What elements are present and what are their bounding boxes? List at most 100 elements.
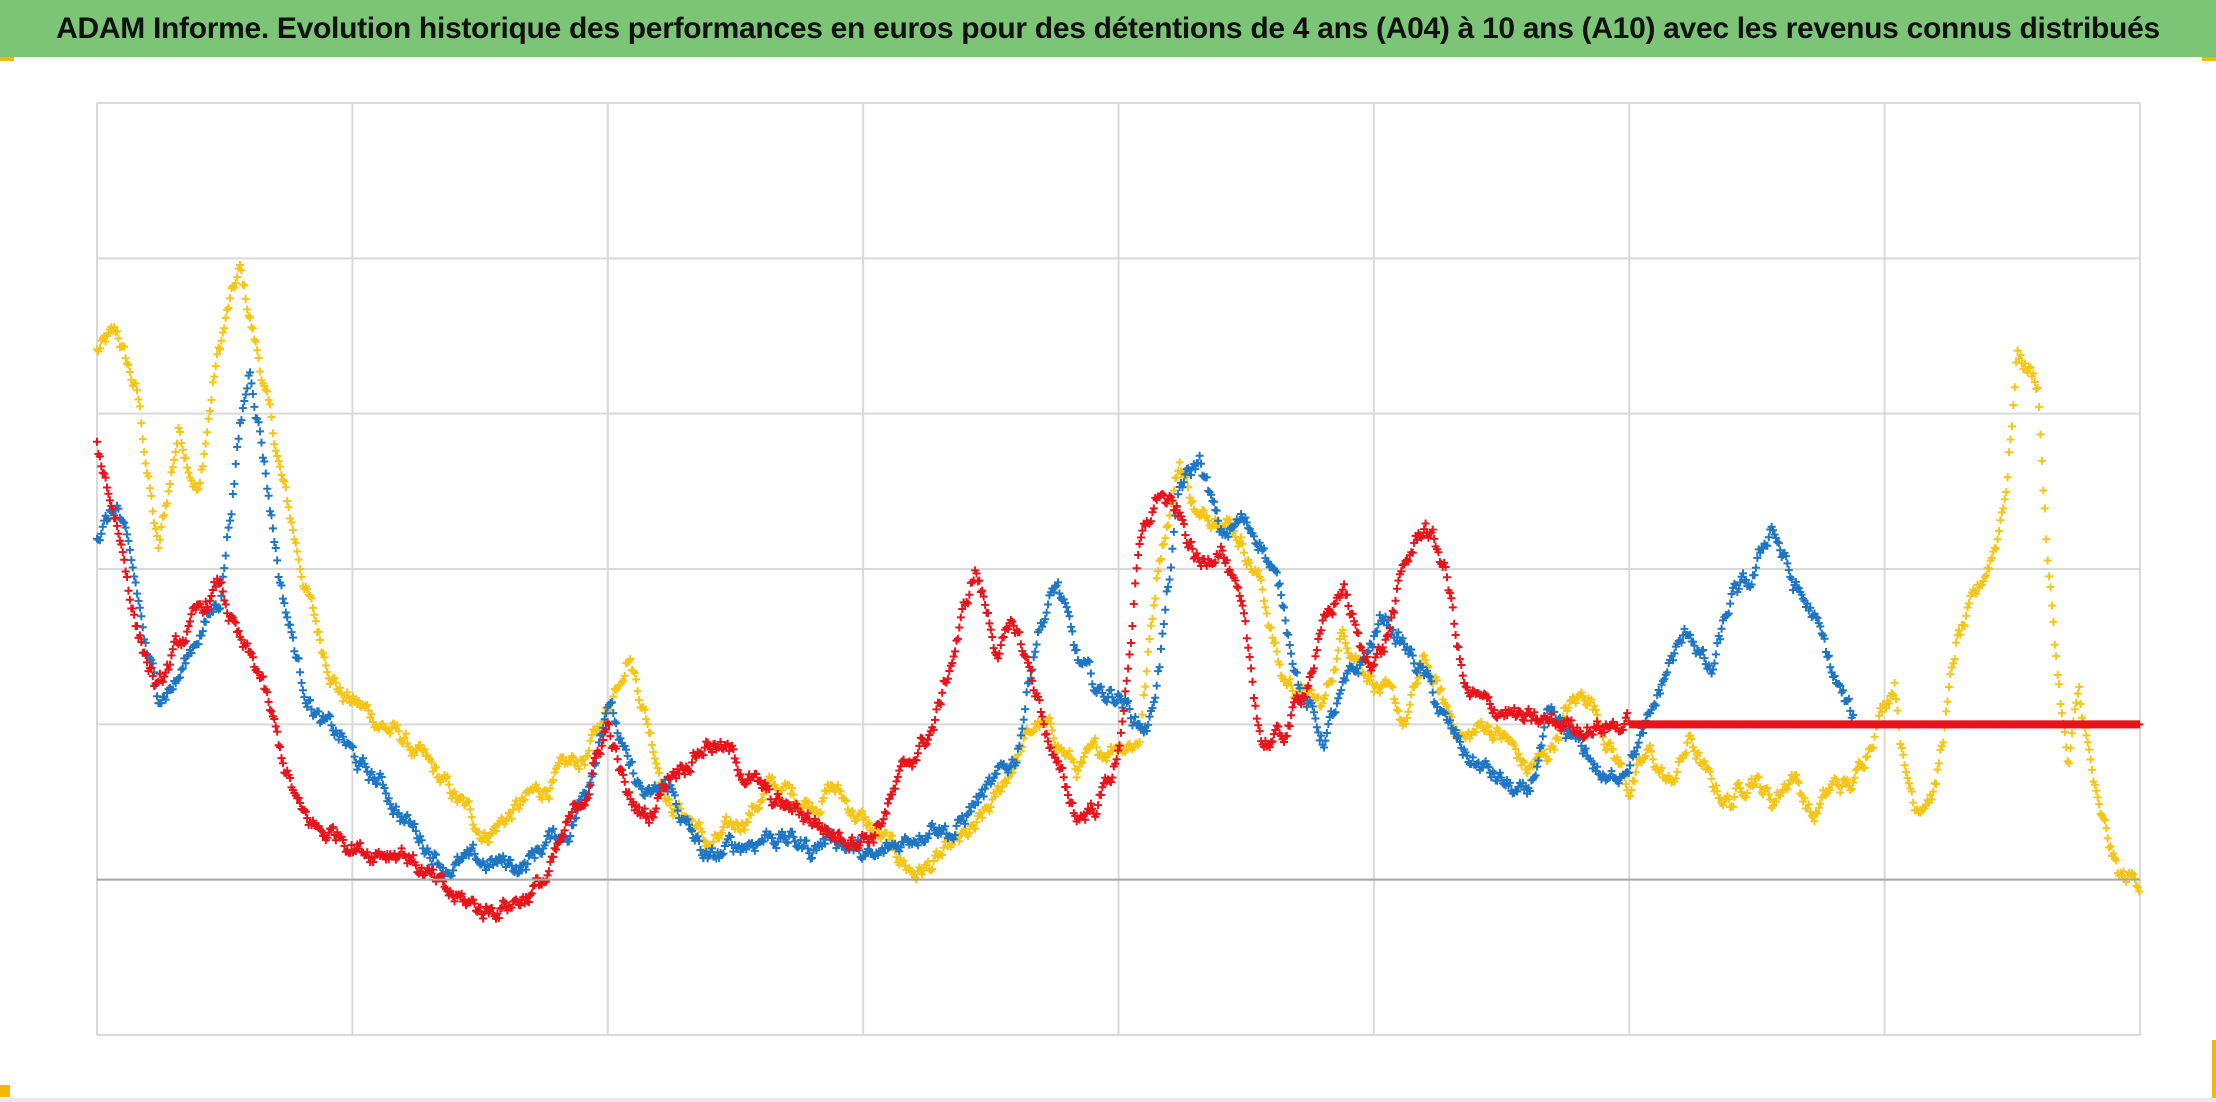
series-1-point [1477,717,1486,726]
series-1-point [2132,881,2141,890]
series-2-point [757,836,766,845]
series-2-point [1187,471,1196,480]
series-2-point [1195,451,1204,460]
series-1-point [293,547,302,556]
series-1-point [138,435,147,444]
series-2-point [469,840,478,849]
series-3-point [733,765,742,774]
series-3-point [1146,517,1155,526]
series-3-point [258,672,267,681]
series-2-point [1547,703,1556,712]
series-1-point [1947,663,1956,672]
series-2-point [228,490,237,498]
series-3-point [756,776,765,785]
series-2-point [1394,628,1403,637]
series-1-point [1899,750,1908,759]
series-1-point [1370,687,1379,696]
series-2-point [1088,680,1097,689]
series-3-point [218,587,227,596]
series-2-point [1086,669,1095,678]
series-2-point [227,510,236,519]
series-2-point [1237,510,1246,519]
series-1-point [640,705,649,714]
series-3-point [1118,717,1127,726]
series-1-point [1683,738,1692,747]
series-2-point [178,664,187,673]
series-3-point [1009,621,1018,630]
series-3-point [1218,546,1227,555]
series-1-point [307,594,316,603]
series-2-point [1149,698,1158,707]
series-1-point [1002,779,1011,788]
series-2-point [1151,693,1160,702]
series-3-point [729,745,738,754]
series-1-point [1238,539,1247,548]
series-3-point [1165,491,1174,500]
series-3-point [604,720,613,729]
series-1-point [181,453,190,462]
series-2-point [1727,589,1736,598]
series-1-point [649,748,658,757]
series-3-point [1092,809,1101,818]
series-1-point [840,795,849,804]
series-3-point [1408,548,1417,557]
series-3-point [1530,708,1539,717]
series-3-point [527,889,536,898]
series-1-point [1954,626,1963,635]
series-1-point [2129,870,2138,879]
series-1-point [969,823,978,832]
series-3-point [815,819,824,828]
series-2-point [613,729,622,738]
series-1-point [1237,533,1246,542]
series-3-point [616,764,625,773]
series-1-point [1511,745,1520,754]
series-1-point [137,419,146,428]
series-2-point [530,853,539,862]
series-2-point [97,529,106,538]
series-2-point [1736,578,1745,587]
series-1-point [1616,758,1625,767]
series-1-point [719,823,728,832]
series-2-point [1540,723,1549,732]
series-1-point [291,538,300,547]
series-1-point [1471,728,1480,737]
series-1-point [1287,681,1296,690]
series-3-point [128,604,137,613]
series-2-point [221,551,230,560]
series-1-point [2023,368,2032,377]
series-2-point [254,418,263,427]
series-1-point [1932,779,1941,788]
series-3-point [1312,646,1321,655]
series-1-point [2039,486,2048,495]
series-2-point [1331,708,1340,717]
series-2-point [1308,702,1317,711]
series-1-point [816,808,825,817]
series-3-point [277,754,286,763]
series-3-point [879,815,888,824]
series-2-point [1051,583,1060,592]
series-1-point [1587,695,1596,704]
series-3-point [619,770,628,779]
series-1-point [1690,746,1699,755]
series-1-point [283,496,292,505]
series-1-point [2119,867,2128,876]
series-1-point [1139,690,1148,699]
series-2-point [1191,465,1200,474]
series-2-point [1784,566,1793,575]
series-3-point [160,672,169,681]
series-1-point [431,763,440,772]
series-1-point [1671,774,1680,783]
series-2-point [234,434,243,443]
series-1-point [274,457,283,466]
series-1-point [1824,784,1833,793]
series-1-point [246,313,255,322]
series-1-point [296,565,305,574]
series-3-point [181,637,190,646]
series-3-point [217,578,226,587]
series-1-point [167,468,176,477]
series-1-point [2090,780,2099,789]
series-1-point [323,668,332,677]
series-1-point [224,303,233,312]
series-2-point [1228,523,1237,532]
series-3-point [692,753,701,762]
